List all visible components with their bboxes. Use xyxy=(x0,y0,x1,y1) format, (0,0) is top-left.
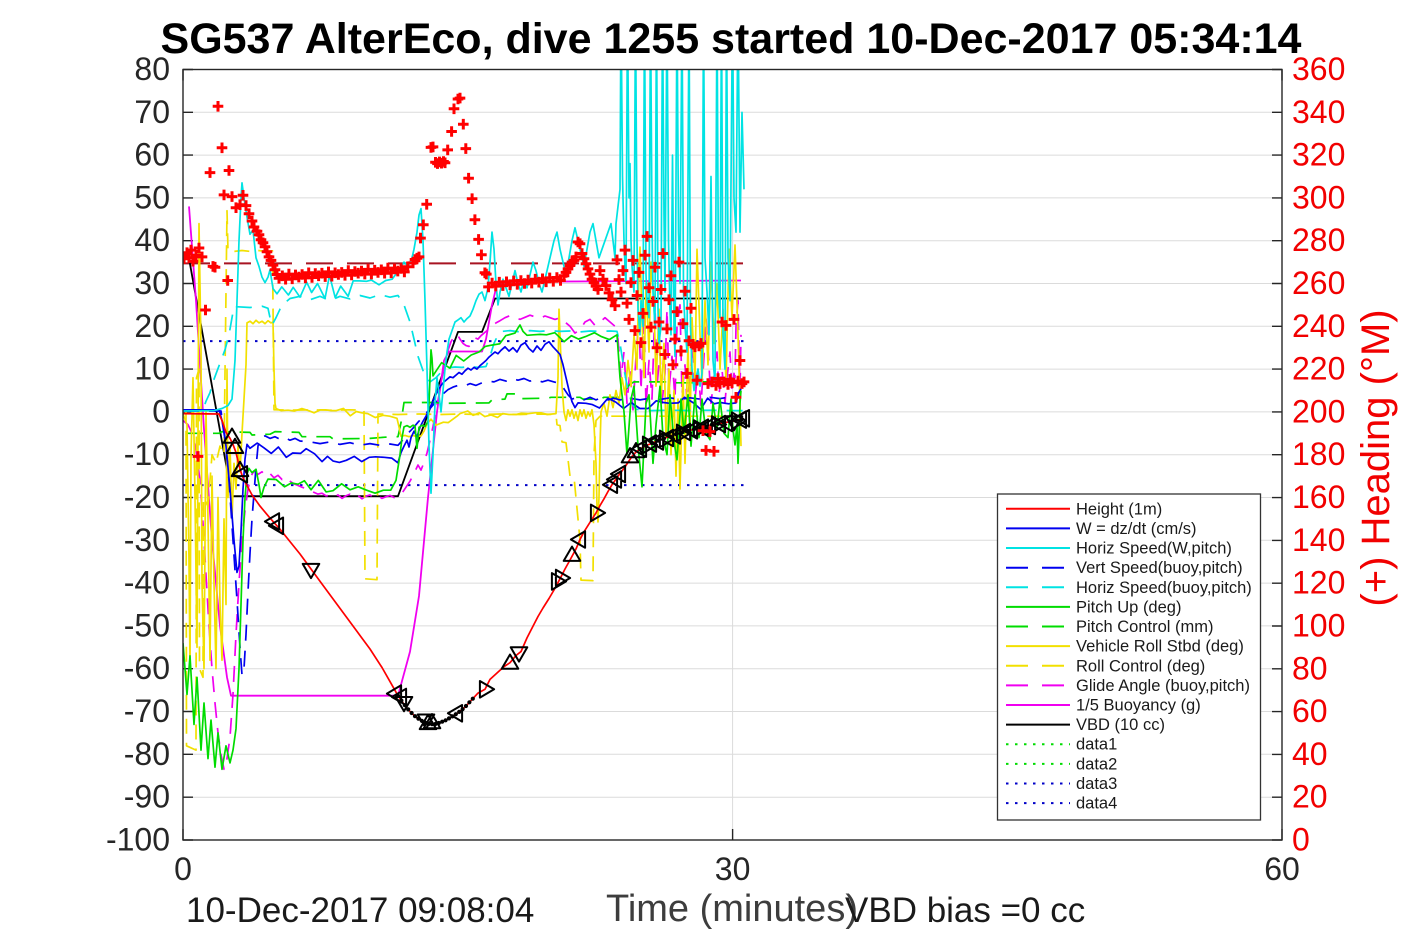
svg-text:-90: -90 xyxy=(124,779,170,815)
svg-text:-70: -70 xyxy=(124,693,170,729)
svg-text:140: 140 xyxy=(1292,522,1345,558)
svg-text:Pitch Up (deg): Pitch Up (deg) xyxy=(1076,598,1181,616)
svg-text:320: 320 xyxy=(1292,137,1345,173)
svg-text:70: 70 xyxy=(134,94,170,130)
svg-text:180: 180 xyxy=(1292,436,1345,472)
svg-text:Pitch Control (mm): Pitch Control (mm) xyxy=(1076,618,1214,636)
svg-text:Horiz Speed(buoy,pitch): Horiz Speed(buoy,pitch) xyxy=(1076,579,1252,597)
svg-text:340: 340 xyxy=(1292,94,1345,130)
svg-text:-30: -30 xyxy=(124,522,170,558)
svg-text:10-Dec-2017 09:08:04: 10-Dec-2017 09:08:04 xyxy=(186,891,534,930)
svg-text:30: 30 xyxy=(715,851,751,887)
svg-text:100: 100 xyxy=(1292,608,1345,644)
svg-text:50: 50 xyxy=(134,179,170,215)
svg-text:Vert Speed(buoy,pitch): Vert Speed(buoy,pitch) xyxy=(1076,559,1243,577)
svg-text:80: 80 xyxy=(134,51,170,87)
svg-text:data3: data3 xyxy=(1076,775,1117,793)
svg-text:-100: -100 xyxy=(106,822,170,858)
svg-text:260: 260 xyxy=(1292,265,1345,301)
svg-text:160: 160 xyxy=(1292,479,1345,515)
svg-text:60: 60 xyxy=(1264,851,1300,887)
svg-text:data2: data2 xyxy=(1076,755,1117,773)
svg-text:data1: data1 xyxy=(1076,736,1117,754)
svg-text:Time (minutes): Time (minutes) xyxy=(606,888,858,930)
svg-text:W = dz/dt (cm/s): W = dz/dt (cm/s) xyxy=(1076,520,1197,538)
svg-text:-40: -40 xyxy=(124,565,170,601)
svg-text:120: 120 xyxy=(1292,565,1345,601)
svg-text:VBD (10 cc): VBD (10 cc) xyxy=(1076,716,1165,734)
svg-text:300: 300 xyxy=(1292,179,1345,215)
svg-text:200: 200 xyxy=(1292,393,1345,429)
svg-text:-50: -50 xyxy=(124,607,170,643)
svg-text:Roll Control (deg): Roll Control (deg) xyxy=(1076,657,1205,675)
svg-text:(+) Heading (°M): (+) Heading (°M) xyxy=(1354,309,1398,606)
svg-text:60: 60 xyxy=(134,137,170,173)
svg-text:360: 360 xyxy=(1292,51,1345,87)
svg-text:240: 240 xyxy=(1292,308,1345,344)
svg-text:10: 10 xyxy=(134,351,170,387)
svg-text:220: 220 xyxy=(1292,351,1345,387)
svg-text:280: 280 xyxy=(1292,222,1345,258)
svg-text:Horiz Speed(W,pitch): Horiz Speed(W,pitch) xyxy=(1076,540,1232,558)
svg-text:20: 20 xyxy=(1292,779,1328,815)
svg-text:40: 40 xyxy=(134,222,170,258)
svg-text:40: 40 xyxy=(1292,736,1328,772)
svg-text:-80: -80 xyxy=(124,736,170,772)
svg-text:SG537 AlterEco, dive 1255 star: SG537 AlterEco, dive 1255 started 10-Dec… xyxy=(161,15,1302,63)
svg-text:VBD bias =0 cc: VBD bias =0 cc xyxy=(845,891,1085,930)
svg-text:60: 60 xyxy=(1292,693,1328,729)
svg-text:0: 0 xyxy=(1292,822,1310,858)
svg-text:30: 30 xyxy=(134,265,170,301)
svg-text:-60: -60 xyxy=(124,650,170,686)
svg-text:0: 0 xyxy=(152,393,170,429)
svg-text:80: 80 xyxy=(1292,650,1328,686)
svg-text:Height (1m): Height (1m) xyxy=(1076,500,1162,518)
svg-text:0: 0 xyxy=(174,851,192,887)
svg-text:Glide Angle (buoy,pitch): Glide Angle (buoy,pitch) xyxy=(1076,677,1250,695)
svg-text:20: 20 xyxy=(134,308,170,344)
svg-text:data4: data4 xyxy=(1076,795,1117,813)
svg-text:-10: -10 xyxy=(124,436,170,472)
svg-text:Vehicle Roll Stbd (deg): Vehicle Roll Stbd (deg) xyxy=(1076,638,1244,656)
svg-text:-20: -20 xyxy=(124,479,170,515)
svg-text:1/5 Buoyancy (g): 1/5 Buoyancy (g) xyxy=(1076,697,1201,715)
